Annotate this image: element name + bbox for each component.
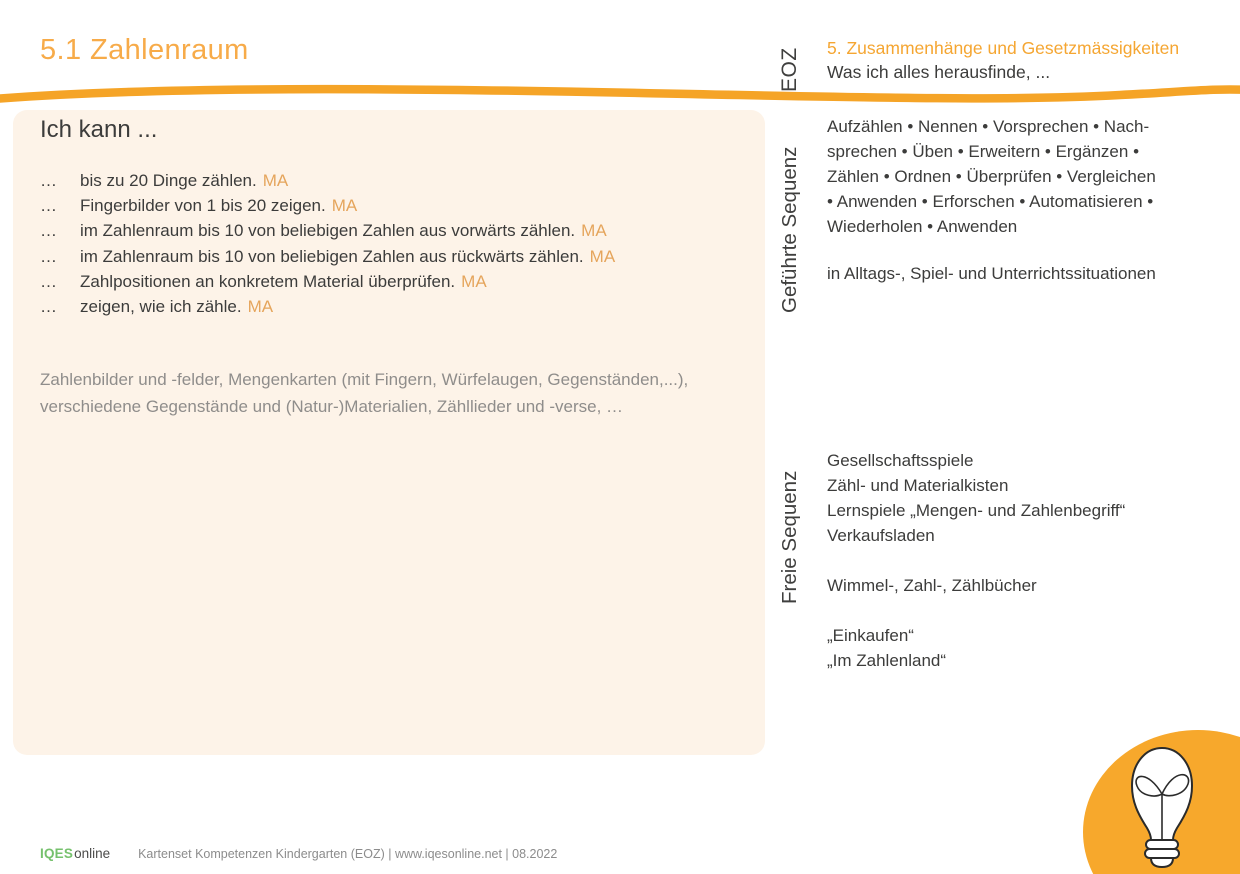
item-text: Zahlpositionen an konkretem Material übe… xyxy=(80,271,456,291)
free-sequence-line xyxy=(827,548,1227,573)
item-ellipsis-bullet: … xyxy=(40,271,57,291)
free-sequence-line xyxy=(827,598,1227,623)
free-sequence-line: Verkaufsladen xyxy=(827,526,935,545)
guided-context-line: in Alltags-, Spiel- und Unterrichtssitua… xyxy=(827,264,1156,283)
category-subtitle: Was ich alles herausfinde, ... xyxy=(827,62,1051,82)
free-sequence-line: „Im Zahlenland“ xyxy=(827,651,947,670)
free-sequence-line: Gesellschaftsspiele xyxy=(827,451,974,470)
guided-sequence-label: Geführte Sequenz xyxy=(778,146,801,313)
can-heading: Ich kann ... xyxy=(40,116,158,143)
bulb-filament xyxy=(1135,773,1190,841)
wave-stroke xyxy=(0,84,1240,103)
item-ellipsis-bullet: … xyxy=(40,297,57,317)
item-ellipsis-bullet: … xyxy=(40,221,57,241)
materials-line: Zahlenbilder und -felder, Mengenkarten (… xyxy=(40,370,689,389)
materials-line: verschiedene Gegenstände und (Natur-)Mat… xyxy=(40,396,624,416)
page-title: 5.1 Zahlenraum xyxy=(40,34,249,66)
item-text: zeigen, wie ich zähle. xyxy=(80,297,242,317)
can-list-item: … Fingerbilder von 1 bis 20 zeigen. MA xyxy=(40,193,740,218)
orange-wave-divider xyxy=(0,84,1240,103)
item-text: im Zahlenraum bis 10 von beliebigen Zahl… xyxy=(80,246,584,266)
guided-activity-line: sprechen • Üben • Erweitern • Ergänzen • xyxy=(827,142,1140,161)
guided-sequence-content: Aufzählen • Nennen • Vorsprechen • Nach-… xyxy=(827,114,1207,239)
can-list-item: … im Zahlenraum bis 10 von beliebigen Za… xyxy=(40,218,740,243)
can-list-item: … im Zahlenraum bis 10 von beliebigen Za… xyxy=(40,244,740,269)
item-text: im Zahlenraum bis 10 von beliebigen Zahl… xyxy=(80,221,576,241)
item-subject-tag: MA xyxy=(331,196,358,216)
item-ellipsis-bullet: … xyxy=(40,246,57,266)
item-text: bis zu 20 Dinge zählen. xyxy=(80,171,257,190)
item-text: Fingerbilder von 1 bis 20 zeigen. xyxy=(80,196,326,216)
can-list-item: … Zahlpositionen an konkretem Material ü… xyxy=(40,269,740,294)
iqes-logo: IQESonline xyxy=(40,845,110,863)
iqes-logo-primary: IQES xyxy=(40,846,74,861)
guided-activity-line: Zählen • Ordnen • Überprüfen • Vergleich… xyxy=(827,167,1156,186)
free-sequence-label: Freie Sequenz xyxy=(778,470,801,604)
item-ellipsis-bullet: … xyxy=(40,171,57,190)
bulb-base-band xyxy=(1144,848,1180,859)
item-subject-tag: MA xyxy=(262,171,289,190)
guided-activity-line: Aufzählen • Nennen • Vorsprechen • Nach- xyxy=(827,117,1150,136)
can-list: … bis zu 20 Dinge zählen. MA … Fingerbil… xyxy=(40,168,740,319)
item-subject-tag: MA xyxy=(589,246,616,266)
materials-paragraph: Zahlenbilder und -felder, Mengenkarten (… xyxy=(40,367,750,420)
free-sequence-line: „Einkaufen“ xyxy=(827,626,914,645)
can-list-item: … bis zu 20 Dinge zählen. MA xyxy=(40,168,740,193)
guided-activity-line: • Anwenden • Erforschen • Automatisieren… xyxy=(827,192,1154,211)
free-sequence-line: Wimmel-, Zahl-, Zählbücher xyxy=(827,576,1037,595)
lightbulb-icon xyxy=(1083,730,1240,874)
card-code-vertical: EOZ xyxy=(778,47,801,92)
item-subject-tag: MA xyxy=(581,221,607,241)
iqes-logo-secondary: online xyxy=(74,846,111,861)
free-sequence-content: Gesellschaftsspiele Zähl- und Materialkis… xyxy=(827,448,1227,673)
ich-kann-panel: Ich kann ... … bis zu 20 Dinge zählen. M… xyxy=(13,110,765,755)
category-title: 5. Zusammenhänge und Gesetzmässigkeiten xyxy=(827,38,1180,58)
item-subject-tag: MA xyxy=(247,297,274,317)
guided-activity-line: Wiederholen • Anwenden xyxy=(827,217,1018,236)
footer-text: Kartenset Kompetenzen Kindergarten (EOZ)… xyxy=(138,847,558,861)
bulb-base-tip xyxy=(1150,857,1174,868)
bulb-base-band xyxy=(1145,839,1179,850)
bulb-drawing xyxy=(1131,747,1193,868)
footer: IQESonline Kartenset Kompetenzen Kinderg… xyxy=(40,845,557,863)
free-sequence-line: Lernspiele „Mengen- und Zahlenbegriff“ xyxy=(827,501,1126,520)
item-ellipsis-bullet: … xyxy=(40,196,57,216)
can-list-item: … zeigen, wie ich zähle. MA xyxy=(40,294,740,319)
header-right: 5. Zusammenhänge und Gesetzmässigkeiten … xyxy=(827,36,1179,84)
free-sequence-line: Zähl- und Materialkisten xyxy=(827,476,1009,495)
item-subject-tag: MA xyxy=(461,271,487,291)
